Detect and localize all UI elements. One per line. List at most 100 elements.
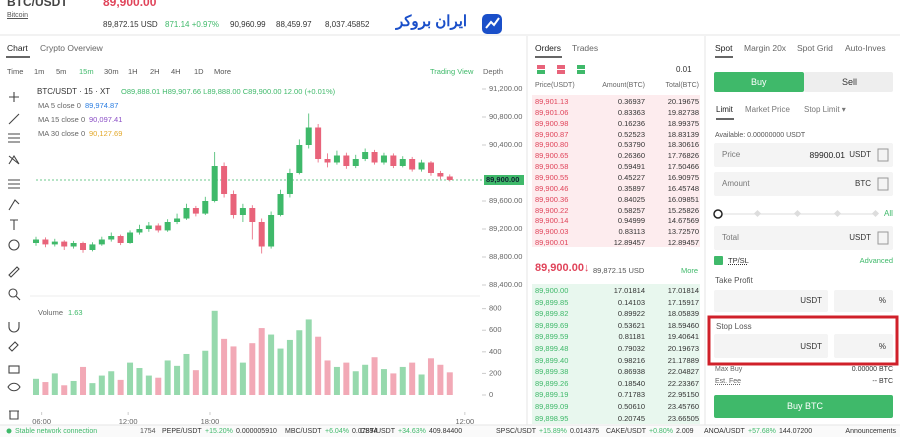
ask-total: 16.90975 xyxy=(667,172,699,182)
buy-label[interactable]: Buy xyxy=(751,77,767,87)
trade-tab[interactable]: Spot xyxy=(715,43,733,53)
price-input[interactable] xyxy=(714,143,893,167)
bid-price: 89,898.95 xyxy=(535,413,569,423)
ticker-pair[interactable]: CAKE/USDT xyxy=(606,428,647,435)
tpsl-checkbox[interactable] xyxy=(714,256,723,265)
trade-tab[interactable]: Margin 20x xyxy=(744,43,787,53)
sl-input[interactable] xyxy=(714,334,828,358)
view-option[interactable]: Trading View xyxy=(430,67,474,76)
bid-amount: 0.53621 xyxy=(617,320,645,330)
fee-value: -- BTC xyxy=(872,378,893,385)
candle-body xyxy=(61,241,68,247)
candle-body xyxy=(183,208,190,219)
footer-bar xyxy=(0,425,900,437)
bid-total: 18.05839 xyxy=(667,309,699,319)
buy-button[interactable] xyxy=(714,395,893,418)
bid-price: 89,899.59 xyxy=(535,332,569,342)
buy-tab[interactable] xyxy=(714,72,804,92)
volume-bar xyxy=(315,336,322,395)
ask-amount: 0.83113 xyxy=(618,227,645,237)
book-view-icon xyxy=(557,70,565,74)
sell-tab[interactable] xyxy=(804,72,893,92)
chart-tab[interactable]: Chart xyxy=(7,43,28,53)
connection-status: Stable network connection xyxy=(15,428,98,435)
order-type[interactable]: Limit xyxy=(716,105,733,114)
ask-total: 19.82738 xyxy=(667,107,699,117)
book-more[interactable]: More xyxy=(681,266,699,275)
y-tick-label: 88,400.00 xyxy=(489,280,522,289)
candle-body xyxy=(268,215,275,247)
bid-price: 89,899.26 xyxy=(535,378,569,388)
ticker-pair[interactable]: CST/USDT xyxy=(360,428,395,435)
all-button[interactable]: All xyxy=(884,209,893,218)
slider-handle[interactable] xyxy=(713,209,723,219)
sell-label[interactable]: Sell xyxy=(842,77,858,87)
interval-option[interactable]: 1D xyxy=(194,67,204,76)
bid-amount: 0.14103 xyxy=(617,297,645,307)
bid-total: 18.59460 xyxy=(667,320,699,330)
announcements[interactable]: Announcements xyxy=(845,428,896,435)
volume-tick-label: 600 xyxy=(489,325,502,334)
interval-option[interactable]: 4H xyxy=(171,67,181,76)
trade-tab[interactable]: Spot Grid xyxy=(797,43,833,53)
order-type[interactable]: Stop Limit ▾ xyxy=(804,105,846,114)
sl-pct-input[interactable] xyxy=(834,334,893,358)
candle-body xyxy=(98,239,105,245)
ticker-change: +0.80% xyxy=(649,428,673,435)
field-unit: USDT xyxy=(800,342,822,351)
ticker-pair[interactable]: MBC/USDT xyxy=(285,428,322,435)
book-tab[interactable]: Orders xyxy=(535,43,561,53)
interval-option[interactable]: 1m xyxy=(34,67,45,76)
bid-amount: 0.79032 xyxy=(617,344,645,353)
tp-input[interactable] xyxy=(714,290,828,312)
tp-pct-input[interactable] xyxy=(834,290,893,312)
volume-bar xyxy=(33,378,39,395)
highlight-box xyxy=(707,315,899,366)
interval-option[interactable]: 30m xyxy=(104,67,119,76)
volume-bar xyxy=(418,374,425,395)
book-view-icon xyxy=(557,65,565,69)
ask-depth xyxy=(532,95,700,247)
ticker-pair[interactable]: ANOA/USDT xyxy=(704,428,745,435)
volume-bar xyxy=(70,380,77,395)
volume-24h: 8,037.45852 xyxy=(325,20,370,29)
ma-value: 89,974.87 xyxy=(85,101,119,110)
view-option[interactable]: Depth xyxy=(483,67,504,76)
interval-option[interactable]: 5m xyxy=(56,67,67,76)
candle-body xyxy=(446,176,453,180)
volume-bar xyxy=(409,362,416,395)
field-unit: USDT xyxy=(849,233,871,242)
total-input[interactable] xyxy=(714,226,893,250)
logo-mark xyxy=(482,14,502,34)
bid-total: 22.23367 xyxy=(667,378,699,388)
chart-tab[interactable]: Crypto Overview xyxy=(40,43,103,53)
ask-amount: 0.26360 xyxy=(617,151,645,161)
interval-option[interactable]: 1H xyxy=(128,67,138,76)
ask-total: 16.09851 xyxy=(667,194,699,204)
ask-total: 17.76826 xyxy=(667,151,699,161)
ask-amount: 0.84025 xyxy=(617,194,645,204)
volume-bar xyxy=(249,343,256,395)
interval-option[interactable]: 2H xyxy=(150,67,160,76)
interval-option[interactable]: 15m xyxy=(79,67,94,76)
candle-body xyxy=(380,155,387,163)
advanced-link[interactable]: Advanced xyxy=(859,256,893,265)
amount-input[interactable] xyxy=(714,172,893,196)
volume-bar xyxy=(42,382,49,395)
order-type[interactable]: Market Price xyxy=(745,105,790,114)
stepper-icons xyxy=(877,148,889,245)
bid-total: 22.95150 xyxy=(667,390,699,400)
ticker-pair[interactable]: PEPE/USDT xyxy=(162,428,202,435)
price-step[interactable]: 0.01 xyxy=(676,65,692,74)
candle-body xyxy=(70,243,77,247)
interval-option[interactable]: More xyxy=(214,67,232,76)
volume-bar xyxy=(362,364,369,395)
book-tab[interactable]: Trades xyxy=(572,43,599,53)
candle-body xyxy=(80,243,87,250)
trade-tab[interactable]: Auto-Inves xyxy=(845,43,886,53)
ask-total: 15.25826 xyxy=(667,205,699,215)
column-header: Total(BTC) xyxy=(665,82,699,89)
submit-label[interactable]: Buy BTC xyxy=(787,401,824,411)
ticker-pair[interactable]: SPSC/USDT xyxy=(496,428,537,435)
y-tick-label: 91,200.00 xyxy=(489,84,522,93)
